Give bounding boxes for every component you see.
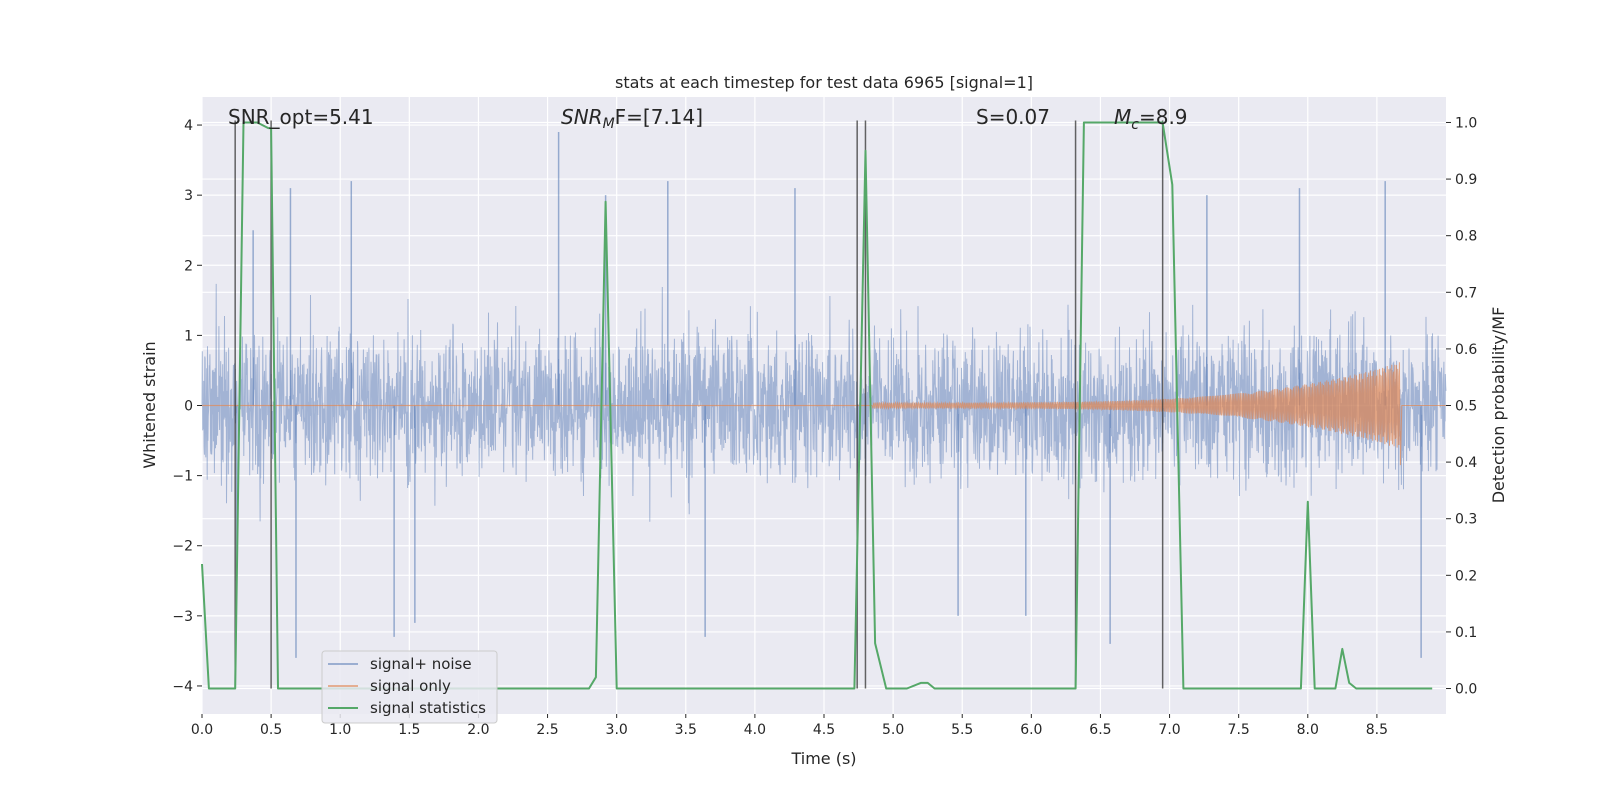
signal-only-series [202, 362, 1446, 466]
y-left-tick-label: −1 [172, 469, 193, 485]
y-axis-right-label: Detection probability/MF [1489, 307, 1508, 504]
y-right-tick-label: 0.6 [1455, 342, 1477, 358]
x-tick-label: 3.0 [606, 722, 628, 738]
y-right-tick-label: 0.3 [1455, 512, 1477, 528]
y-right-tick-label: 0.5 [1455, 399, 1477, 415]
x-tick-label: 3.5 [675, 722, 697, 738]
x-tick-label: 5.0 [882, 722, 904, 738]
x-tick-label: 7.0 [1158, 722, 1180, 738]
legend-box [321, 650, 498, 724]
y-left-tick-label: 4 [184, 118, 193, 134]
legend-label-signal-only: signal only [370, 677, 451, 695]
annotation-snr-mf: SNRMF=[7.14] [561, 105, 703, 132]
y-left-tick-label: 1 [184, 328, 193, 344]
y-left-tick-label: 3 [184, 188, 193, 204]
signal-only-chirp [871, 362, 1446, 466]
annotation-s: S=0.07 [976, 105, 1050, 129]
x-tick-label: 4.0 [744, 722, 766, 738]
annotation-snr-mf-value: F=[7.14] [615, 105, 703, 129]
x-tick-label: 2.5 [536, 722, 558, 738]
x-tick-label: 5.5 [951, 722, 973, 738]
y-right-tick-label: 0.0 [1455, 682, 1477, 698]
annotation-snr-mf-snr: SNR [561, 105, 603, 129]
x-tick-label: 1.5 [398, 722, 420, 738]
annotation-mc-value: =8.9 [1139, 105, 1188, 129]
signal-statistics-series [201, 121, 1433, 690]
x-tick-label: 0.5 [260, 722, 282, 738]
x-tick-label: 7.5 [1228, 722, 1250, 738]
axis-ticks: 0.0 0.5 1.0 1.5 2.0 2.5 3.0 3.5 4.0 4.5 5.0 5.5 6.0 6… [172, 115, 1477, 738]
x-tick-label: 8.5 [1366, 722, 1388, 738]
signal-noise-series [201, 132, 1447, 658]
y-left-tick-label: −4 [172, 679, 193, 695]
x-tick-label: 1.0 [329, 722, 351, 738]
x-tick-label: 0.0 [191, 722, 213, 738]
x-tick-label: 6.5 [1089, 722, 1111, 738]
chart-title: stats at each timestep for test data 696… [615, 73, 1033, 92]
x-tick-label: 6.0 [1020, 722, 1042, 738]
y-left-tick-label: 0 [184, 399, 193, 415]
x-tick-label: 4.5 [813, 722, 835, 738]
y-right-tick-label: 1.0 [1455, 115, 1477, 131]
legend-label-signal-statistics: signal statistics [370, 699, 486, 717]
annotation-snr-opt: SNR_opt=5.41 [228, 105, 374, 129]
y-right-tick-label: 0.8 [1455, 229, 1477, 245]
x-tick-label: 2.0 [467, 722, 489, 738]
y-left-tick-label: −2 [172, 539, 193, 555]
y-right-tick-label: 0.1 [1455, 625, 1477, 641]
noise-trace [201, 283, 1447, 522]
legend-label-signal-noise: signal+ noise [370, 655, 472, 673]
y-right-tick-label: 0.9 [1455, 172, 1477, 188]
y-axis-left-label: Whitened strain [140, 341, 159, 468]
y-right-tick-label: 0.2 [1455, 568, 1477, 584]
x-tick-label: 8.0 [1297, 722, 1319, 738]
annotation-mc-m: M [1114, 105, 1131, 129]
y-right-tick-label: 0.7 [1455, 285, 1477, 301]
annotation-mc-sub: c [1131, 117, 1139, 133]
vertical-markers [234, 120, 1164, 689]
legend: signal+ noise signal only signal statist… [321, 650, 498, 724]
annotation-snr-mf-sub: M [603, 116, 615, 132]
y-right-tick-label: 0.4 [1455, 455, 1477, 471]
y-left-tick-label: −3 [172, 609, 193, 625]
annotation-mc: Mc=8.9 [1114, 105, 1188, 133]
signal-statistics-line [201, 121, 1433, 690]
y-left-tick-label: 2 [184, 258, 193, 274]
x-axis-label: Time (s) [790, 749, 856, 768]
